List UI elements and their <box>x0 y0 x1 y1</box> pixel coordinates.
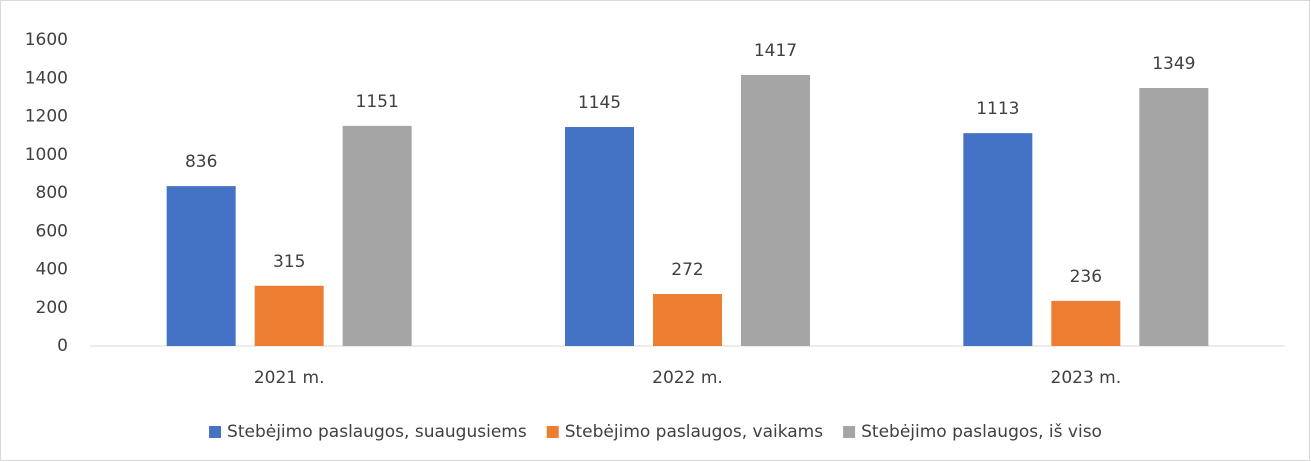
data-label: 836 <box>185 152 217 172</box>
legend-label: Stebėjimo paslaugos, iš viso <box>861 422 1102 442</box>
y-tick-label: 200 <box>36 298 68 318</box>
bar <box>565 127 634 346</box>
bar <box>963 133 1033 346</box>
y-tick-label: 0 <box>57 336 68 356</box>
legend-label: Stebėjimo paslaugos, vaikams <box>565 422 824 442</box>
legend-swatch <box>843 426 856 438</box>
bar <box>1139 88 1209 346</box>
data-label: 272 <box>671 260 703 280</box>
x-tick-label: 2023 m. <box>1051 368 1122 388</box>
bar <box>741 74 810 346</box>
bar <box>342 125 412 346</box>
y-tick-label: 1000 <box>25 145 68 165</box>
bar <box>166 186 236 346</box>
data-label: 315 <box>273 252 305 272</box>
y-tick-label: 1400 <box>25 68 68 88</box>
y-tick-label: 800 <box>36 183 68 203</box>
y-tick-label: 1600 <box>25 30 68 50</box>
y-tick-label: 1200 <box>25 107 68 127</box>
data-label: 1113 <box>976 99 1019 119</box>
bar <box>653 293 722 346</box>
legend-swatch <box>209 426 222 438</box>
data-label: 1151 <box>356 92 399 112</box>
legend-label: Stebėjimo paslaugos, suaugusiems <box>227 422 527 442</box>
y-tick-label: 600 <box>36 221 68 241</box>
x-tick-label: 2021 m. <box>254 368 325 388</box>
data-label: 1417 <box>754 41 797 61</box>
bar <box>254 285 324 346</box>
bar <box>1051 300 1121 346</box>
y-tick-label: 400 <box>36 260 68 280</box>
data-label: 236 <box>1070 267 1102 287</box>
data-label: 1145 <box>578 93 621 113</box>
data-label: 1349 <box>1152 54 1195 74</box>
legend-swatch <box>546 426 559 438</box>
x-tick-label: 2022 m. <box>652 368 723 388</box>
